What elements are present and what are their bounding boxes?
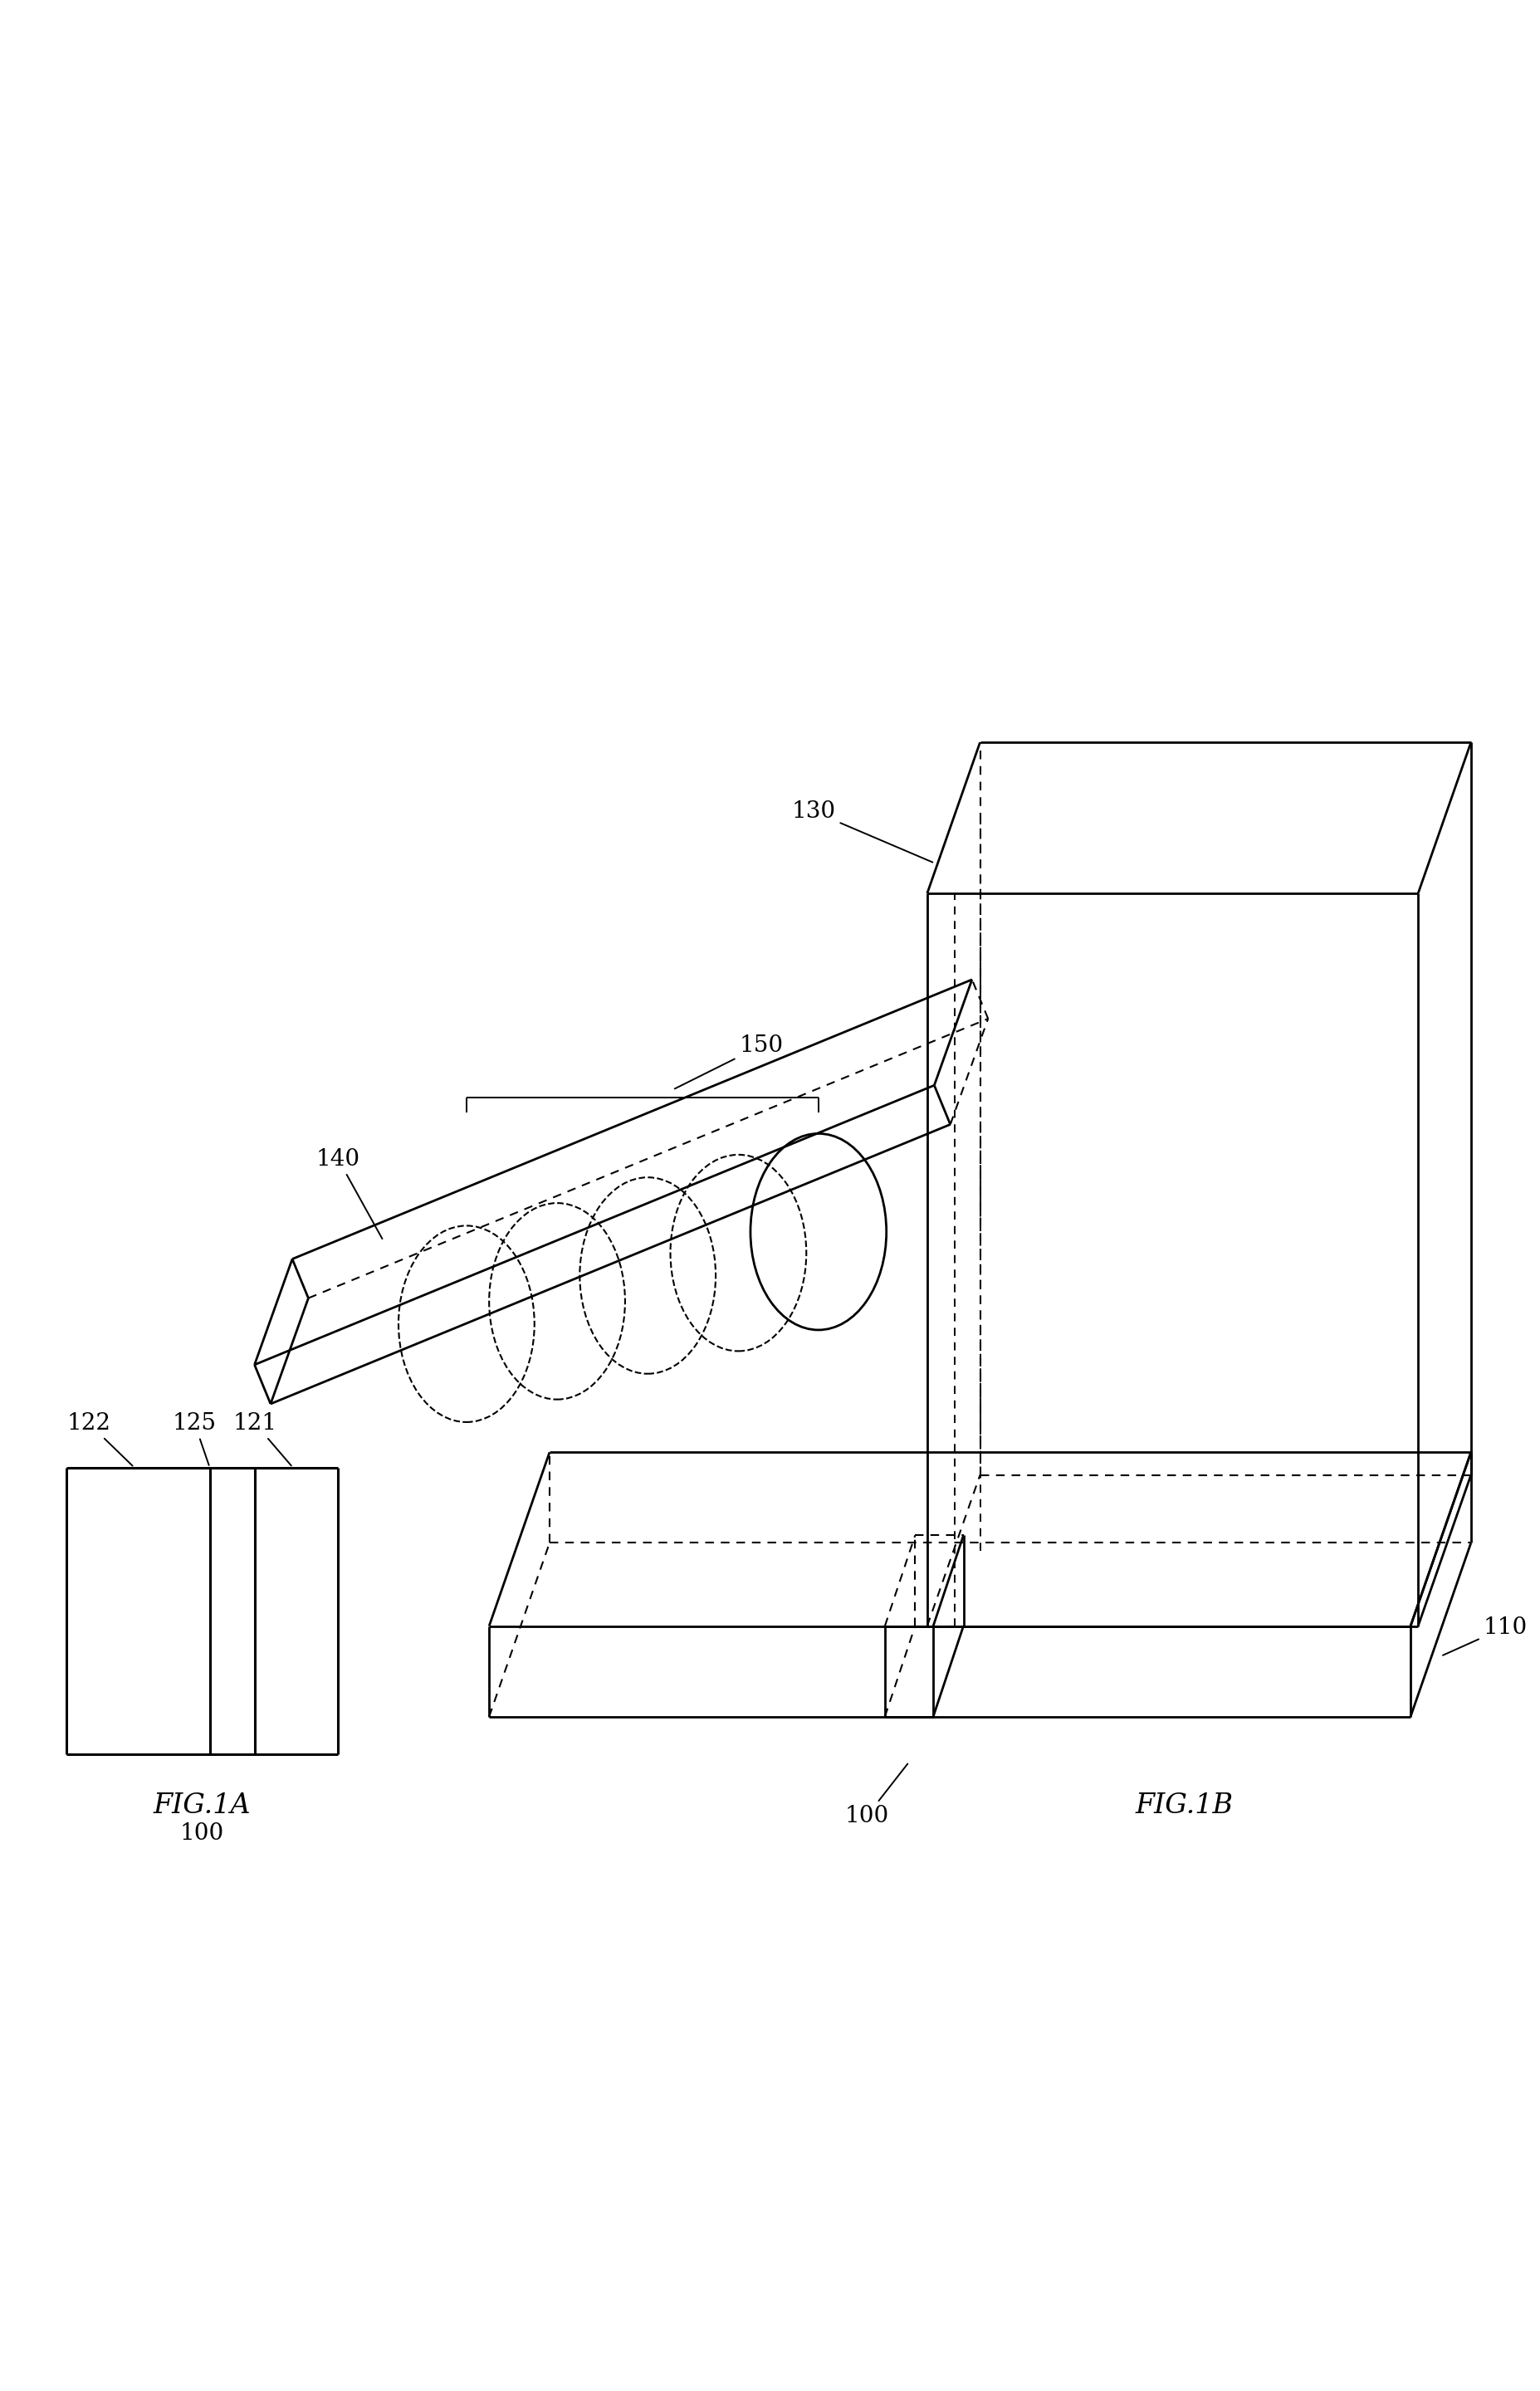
Text: 150: 150 [675, 1035, 782, 1088]
Text: 140: 140 [316, 1148, 382, 1239]
Text: FIG.1B: FIG.1B [1135, 1793, 1234, 1820]
Text: 100: 100 [180, 1822, 225, 1846]
Text: 100: 100 [844, 1765, 907, 1827]
Text: FIG.1A: FIG.1A [154, 1793, 251, 1820]
Text: 130: 130 [792, 801, 933, 863]
Text: 125: 125 [172, 1413, 217, 1466]
Text: 110: 110 [1443, 1616, 1528, 1655]
Text: 121: 121 [233, 1413, 291, 1466]
Text: 122: 122 [66, 1413, 132, 1466]
